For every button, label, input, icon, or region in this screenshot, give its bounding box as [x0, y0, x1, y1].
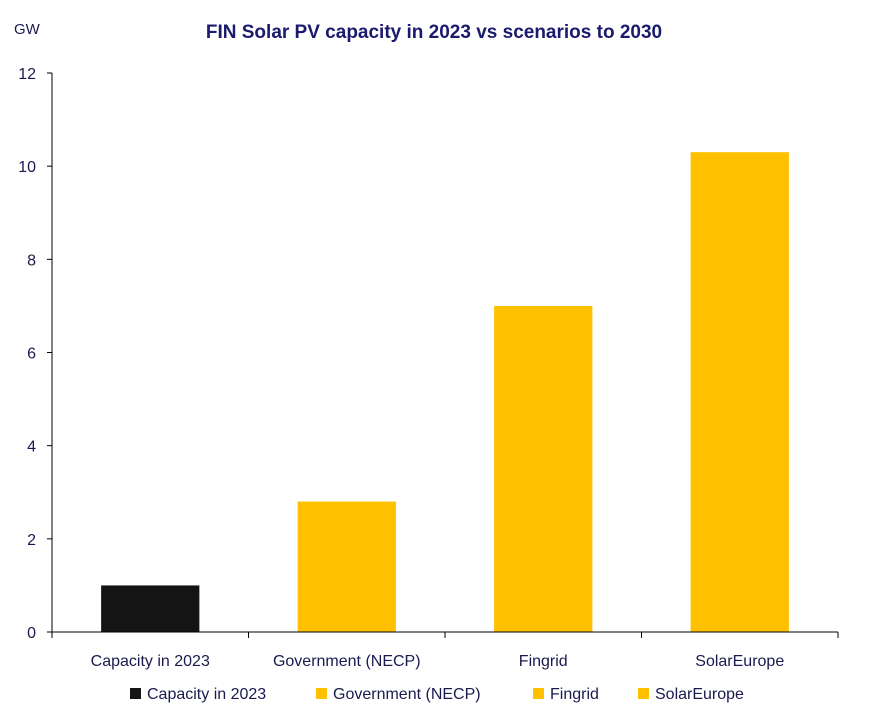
x-tick-label: SolarEurope — [695, 653, 784, 670]
legend-item: Capacity in 2023 — [130, 686, 266, 703]
legend-swatch — [533, 688, 544, 699]
x-axis: Capacity in 2023 Government (NECP) Fingrid… — [51, 631, 839, 670]
legend-swatch — [130, 688, 141, 699]
legend-item: Fingrid — [533, 686, 599, 703]
y-tick-label: 2 — [27, 532, 36, 549]
x-tick-label: Fingrid — [519, 653, 568, 670]
legend: Capacity in 2023 Government (NECP) Fingrid… — [130, 686, 744, 703]
bars — [101, 152, 789, 633]
bar — [297, 501, 396, 632]
legend-swatch — [638, 688, 649, 699]
y-tick-label: 10 — [18, 159, 36, 176]
legend-swatch — [316, 688, 327, 699]
y-tick-label: 0 — [27, 625, 36, 642]
legend-item: SolarEurope — [638, 686, 744, 703]
y-tick-label: 8 — [27, 252, 36, 269]
bar — [494, 305, 593, 632]
legend-label: Fingrid — [550, 686, 599, 703]
legend-label: Capacity in 2023 — [147, 686, 266, 703]
x-tick-label: Capacity in 2023 — [91, 653, 210, 670]
bar — [101, 585, 200, 632]
y-tick-label: 4 — [27, 439, 36, 456]
x-tick-label: Government (NECP) — [273, 653, 421, 670]
legend-label: Government (NECP) — [333, 686, 481, 703]
legend-item: Government (NECP) — [316, 686, 481, 703]
y-axis: 0 2 4 6 8 10 12 — [18, 66, 53, 642]
chart-title: FIN Solar PV capacity in 2023 vs scenari… — [206, 22, 662, 43]
y-tick-label: 12 — [18, 66, 36, 83]
bar — [690, 152, 789, 633]
y-tick-label: 6 — [27, 346, 36, 363]
y-axis-unit-label: GW — [14, 21, 41, 38]
legend-label: SolarEurope — [655, 686, 744, 703]
